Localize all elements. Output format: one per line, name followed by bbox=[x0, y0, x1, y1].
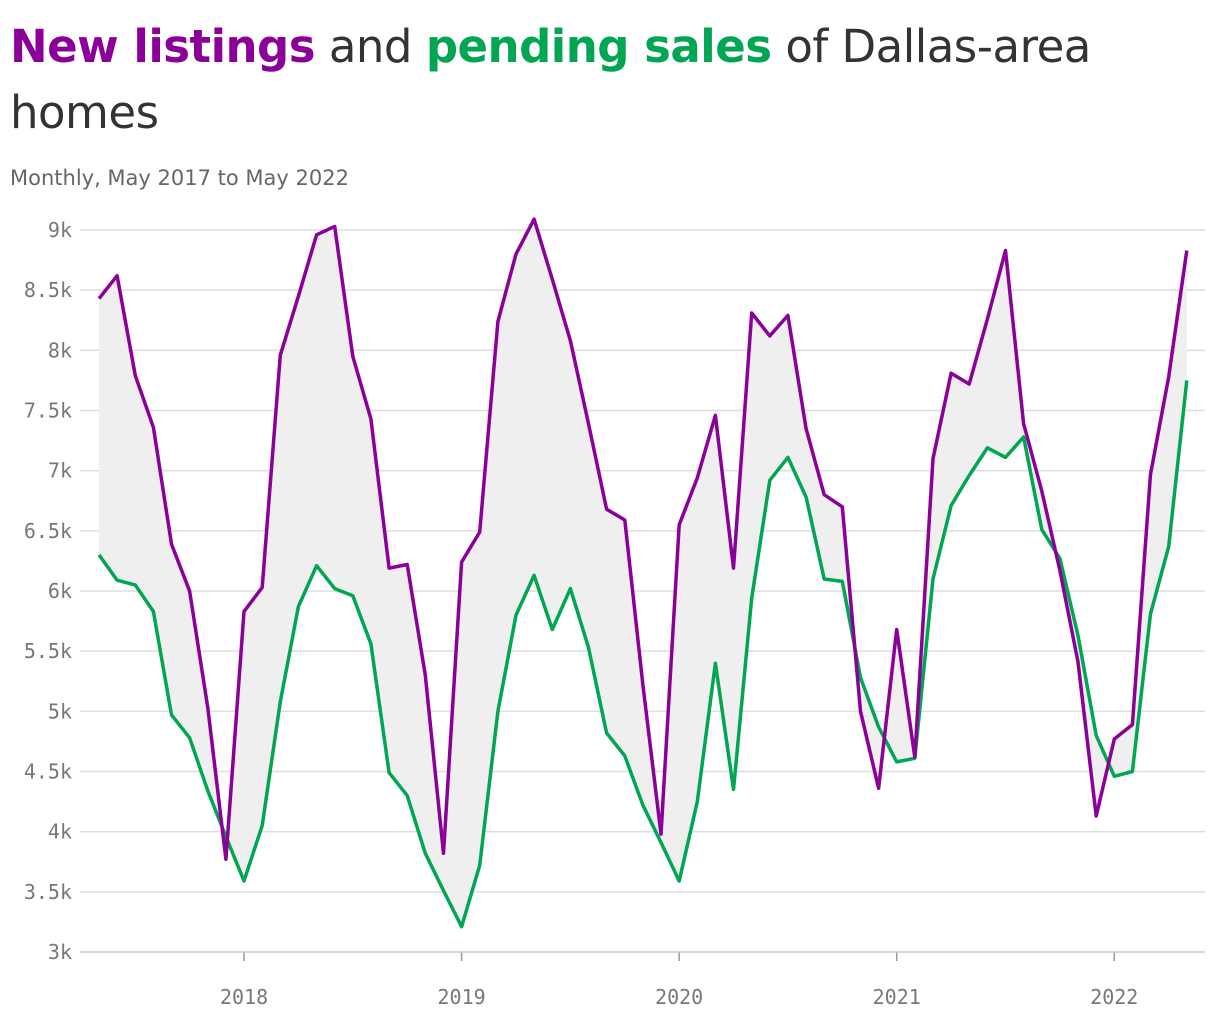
title-new-listings: New listings bbox=[10, 20, 316, 73]
chart-title: New listings and pending sales of Dallas… bbox=[10, 14, 1190, 146]
y-tick-label: 4k bbox=[48, 820, 72, 844]
difference-band bbox=[99, 219, 1187, 927]
x-tick-label: 2021 bbox=[873, 985, 921, 1009]
chart-subtitle: Monthly, May 2017 to May 2022 bbox=[10, 166, 349, 190]
y-tick-label: 6k bbox=[48, 579, 72, 603]
y-tick-label: 8.5k bbox=[24, 278, 72, 302]
x-tick-label: 2019 bbox=[438, 985, 486, 1009]
y-tick-label: 8k bbox=[48, 338, 72, 362]
title-connector: and bbox=[315, 20, 426, 73]
series-line-new-listings bbox=[97, 217, 1189, 862]
title-pending-sales: pending sales bbox=[425, 20, 772, 73]
series-line-pending-sales bbox=[97, 380, 1189, 929]
title-rest: of Dallas-area homes bbox=[10, 20, 1091, 139]
y-tick-label: 5.5k bbox=[24, 639, 72, 663]
x-tick-label: 2022 bbox=[1090, 985, 1138, 1009]
y-tick-label: 5k bbox=[48, 699, 72, 723]
x-tick-label: 2018 bbox=[220, 985, 268, 1009]
y-tick-label: 7k bbox=[48, 459, 72, 483]
y-tick-label: 6.5k bbox=[24, 519, 72, 543]
x-tick-label: 2020 bbox=[655, 985, 703, 1009]
y-tick-label: 3.5k bbox=[24, 880, 72, 904]
y-tick-label: 9k bbox=[48, 218, 72, 242]
y-axis-ticks: 9k 8.5k 8k 7.5k 7k 6.5k 6k 5.5k 5k 4.5k 4k 3.5k 3k bbox=[24, 218, 72, 964]
y-tick-label: 4.5k bbox=[24, 760, 72, 784]
y-tick-label: 7.5k bbox=[24, 399, 72, 423]
y-tick-label: 3k bbox=[48, 940, 72, 964]
x-axis-ticks: 2018 2019 2020 2021 2022 bbox=[220, 952, 1138, 1009]
